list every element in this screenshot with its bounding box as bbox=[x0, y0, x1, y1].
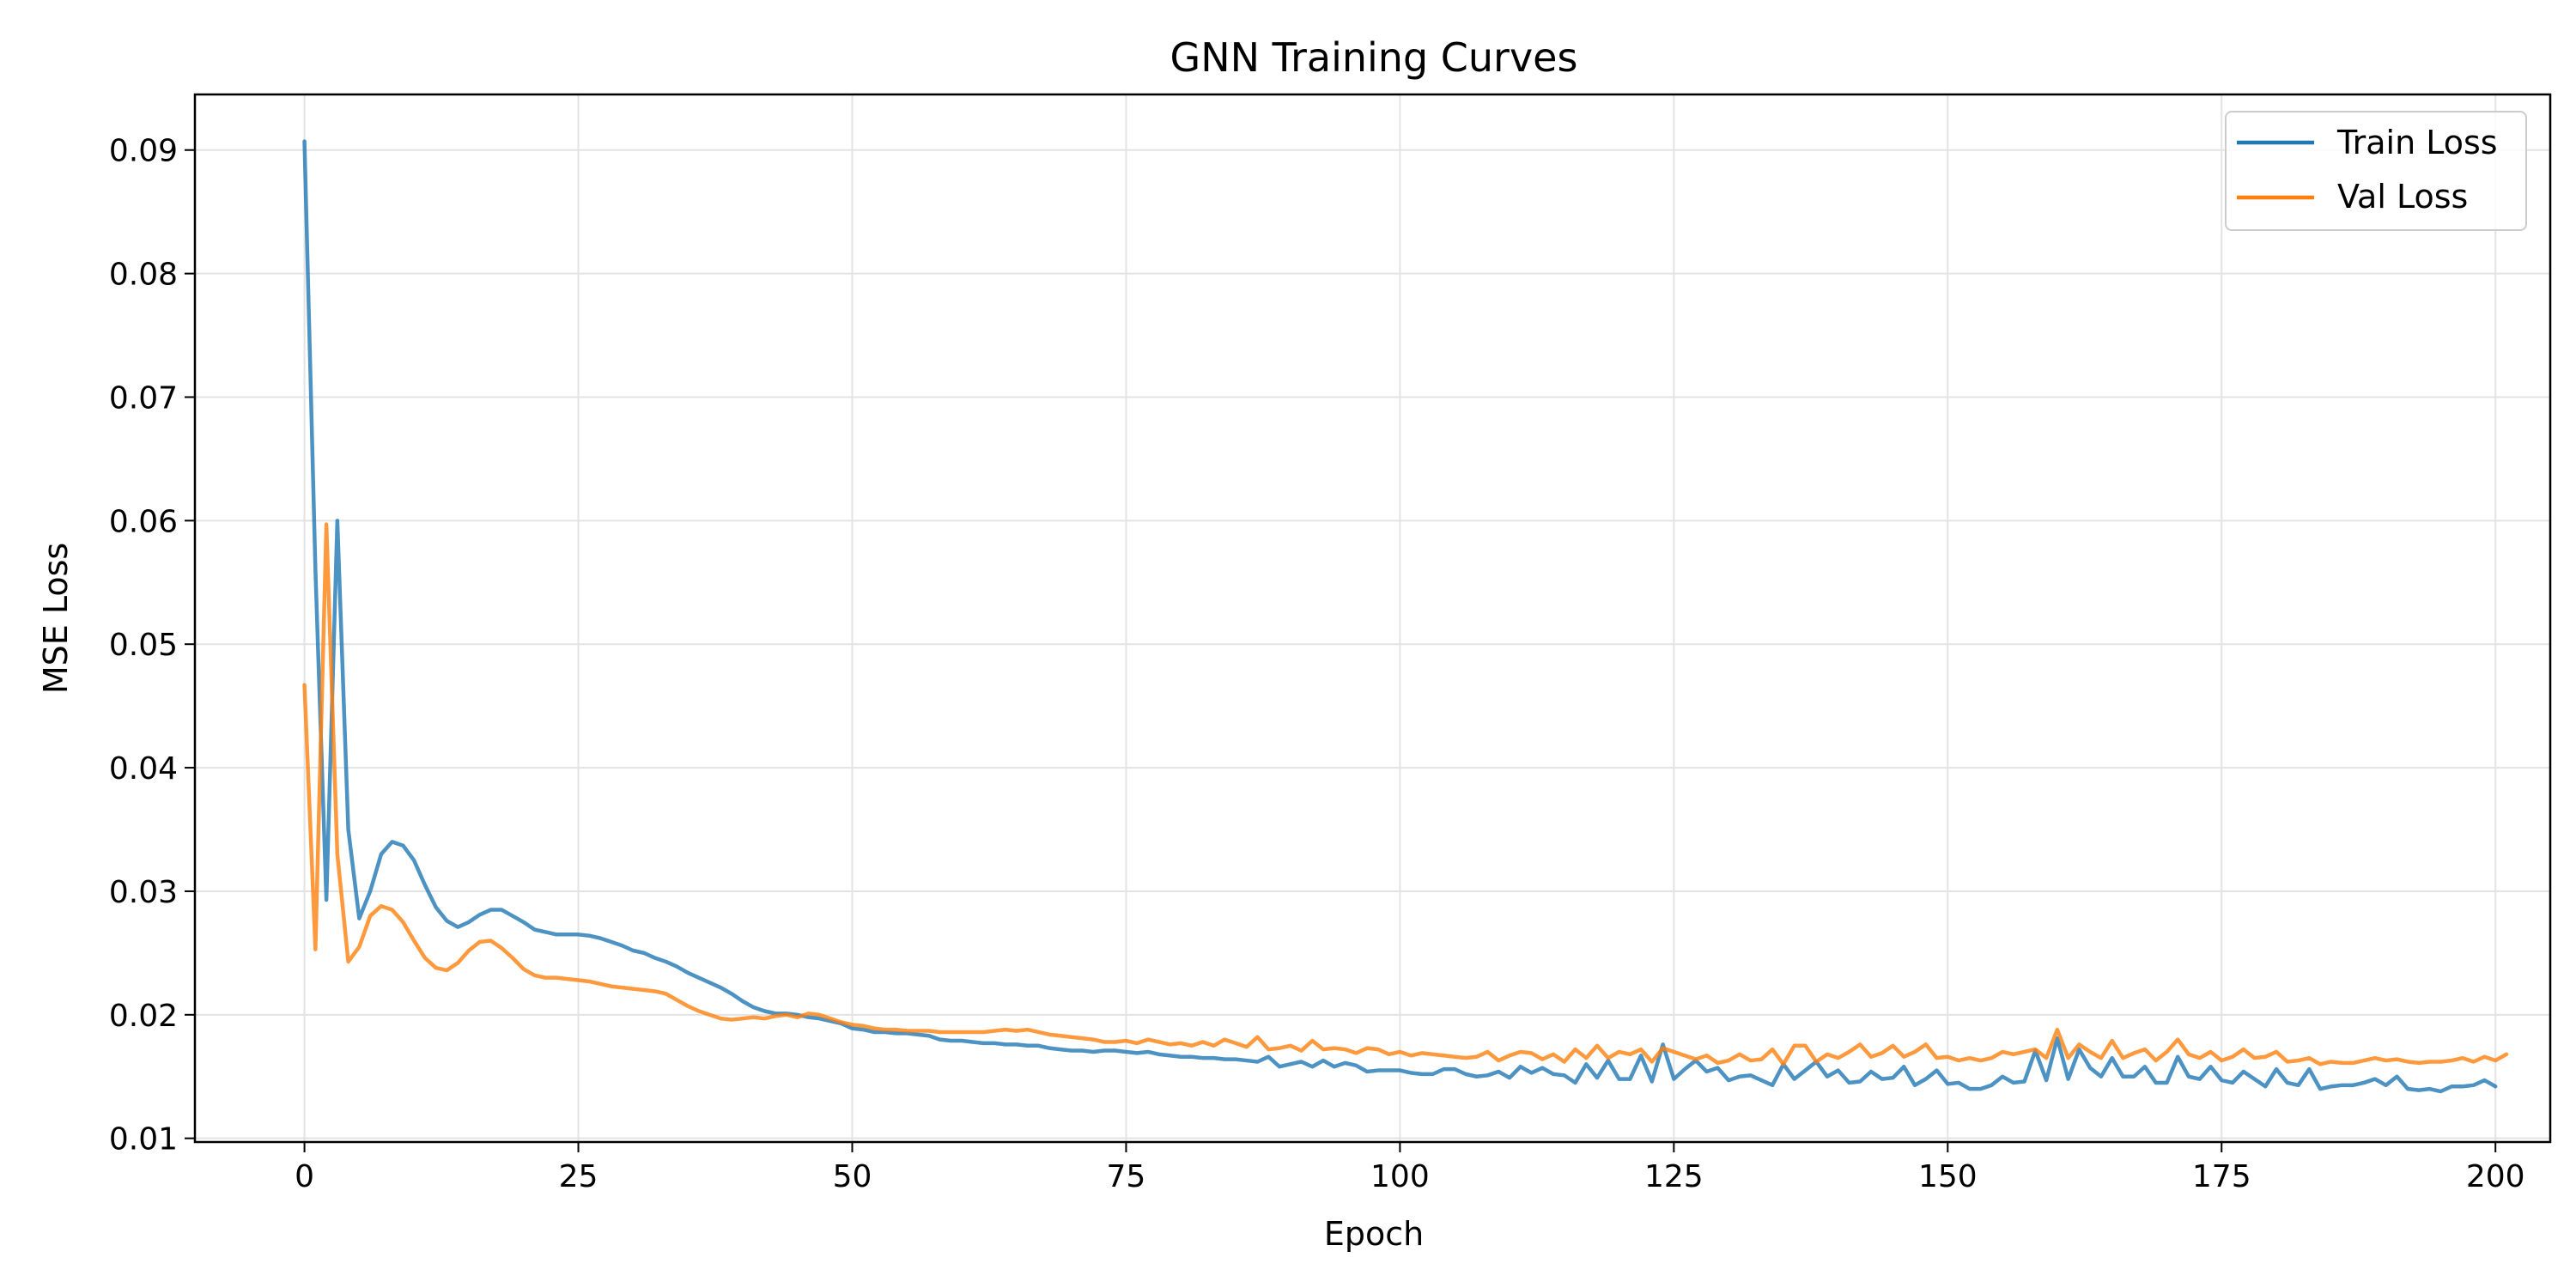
y-tick-label: 0.04 bbox=[109, 751, 178, 787]
y-tick-label: 0.08 bbox=[109, 258, 178, 293]
x-tick-label: 75 bbox=[1107, 1159, 1146, 1194]
grid-lines bbox=[195, 94, 2550, 1142]
y-axis-label: MSE Loss bbox=[37, 543, 75, 694]
x-tick-label: 200 bbox=[2466, 1159, 2525, 1194]
x-tick-label: 0 bbox=[295, 1159, 314, 1194]
y-tick-label: 0.01 bbox=[109, 1122, 178, 1157]
plot-frame bbox=[193, 93, 2552, 1144]
x-axis-label: Epoch bbox=[1324, 1215, 1424, 1253]
y-tick-label: 0.05 bbox=[109, 628, 178, 663]
legend-label-train-loss: Train Loss bbox=[2336, 124, 2498, 161]
y-tick-label: 0.07 bbox=[109, 380, 178, 416]
x-tick-label: 150 bbox=[1918, 1159, 1978, 1194]
x-tick-label: 175 bbox=[2192, 1159, 2251, 1194]
axis-ticks: 0 25 50 75 100 125 150 175 200 0.01 0.02 0.03 0.04 0.… bbox=[109, 134, 2525, 1194]
x-tick-label: 25 bbox=[559, 1159, 598, 1194]
series-lines bbox=[302, 139, 2509, 1094]
x-tick-label: 125 bbox=[1644, 1159, 1704, 1194]
x-tick-label: 100 bbox=[1370, 1159, 1430, 1194]
series-line-train-loss bbox=[302, 139, 2498, 1094]
legend-label-val-loss: Val Loss bbox=[2337, 178, 2468, 216]
y-tick-label: 0.02 bbox=[109, 999, 178, 1034]
series-line-val-loss bbox=[302, 522, 2509, 1066]
x-tick-label: 50 bbox=[833, 1159, 872, 1194]
chart-title: GNN Training Curves bbox=[1170, 34, 1578, 81]
y-tick-label: 0.09 bbox=[109, 134, 178, 169]
legend: Train Loss Val Loss bbox=[2225, 111, 2527, 231]
y-tick-label: 0.03 bbox=[109, 875, 178, 910]
y-tick-label: 0.06 bbox=[109, 504, 178, 539]
